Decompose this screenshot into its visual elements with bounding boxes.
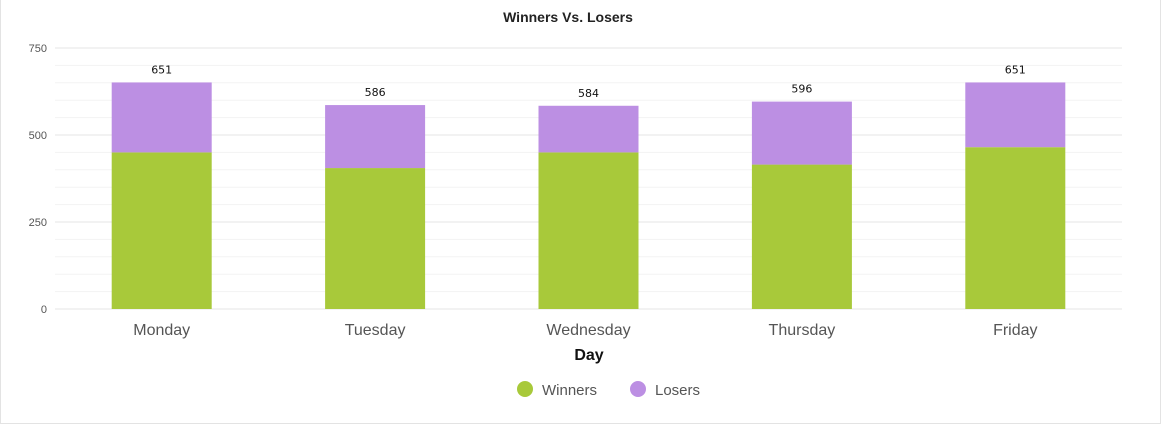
legend-label: Winners bbox=[542, 382, 597, 399]
legend-marker-winners bbox=[517, 381, 533, 397]
data-label: 584 bbox=[578, 87, 599, 100]
bar-losers bbox=[538, 105, 639, 153]
data-label: 596 bbox=[791, 83, 812, 96]
x-tick-label: Thursday bbox=[769, 322, 836, 339]
x-axis-label: Day bbox=[574, 347, 603, 364]
bar-winners bbox=[325, 168, 426, 309]
bar-losers bbox=[965, 82, 1066, 148]
y-tick-label: 0 bbox=[41, 304, 47, 316]
legend: Winners Losers bbox=[517, 381, 700, 399]
y-tick-label: 500 bbox=[29, 130, 47, 142]
data-label: 651 bbox=[151, 63, 172, 76]
bar-winners bbox=[538, 152, 639, 309]
legend-marker-losers bbox=[630, 381, 646, 397]
data-label: 586 bbox=[365, 86, 386, 99]
bar-winners bbox=[965, 147, 1066, 309]
bars bbox=[111, 82, 1066, 309]
x-axis-ticks: Monday Tuesday Wednesday Thursday Friday bbox=[133, 322, 1037, 339]
x-tick-label: Friday bbox=[993, 322, 1037, 339]
bar-winners bbox=[111, 152, 212, 309]
chart-title: Winners Vs. Losers bbox=[503, 9, 633, 25]
y-tick-label: 750 bbox=[29, 43, 47, 55]
y-tick-label: 250 bbox=[29, 217, 47, 229]
data-labels: 651 586 584 596 651 bbox=[151, 63, 1026, 99]
y-axis-ticks: 0 250 500 750 bbox=[29, 43, 47, 316]
data-label: 651 bbox=[1005, 63, 1026, 76]
legend-label: Losers bbox=[655, 382, 700, 399]
bar-winners bbox=[751, 164, 852, 309]
x-tick-label: Tuesday bbox=[345, 322, 406, 339]
x-tick-label: Wednesday bbox=[546, 322, 630, 339]
bar-losers bbox=[325, 105, 426, 169]
x-tick-label: Monday bbox=[133, 322, 190, 339]
bar-losers bbox=[751, 101, 852, 165]
bar-losers bbox=[111, 82, 212, 153]
